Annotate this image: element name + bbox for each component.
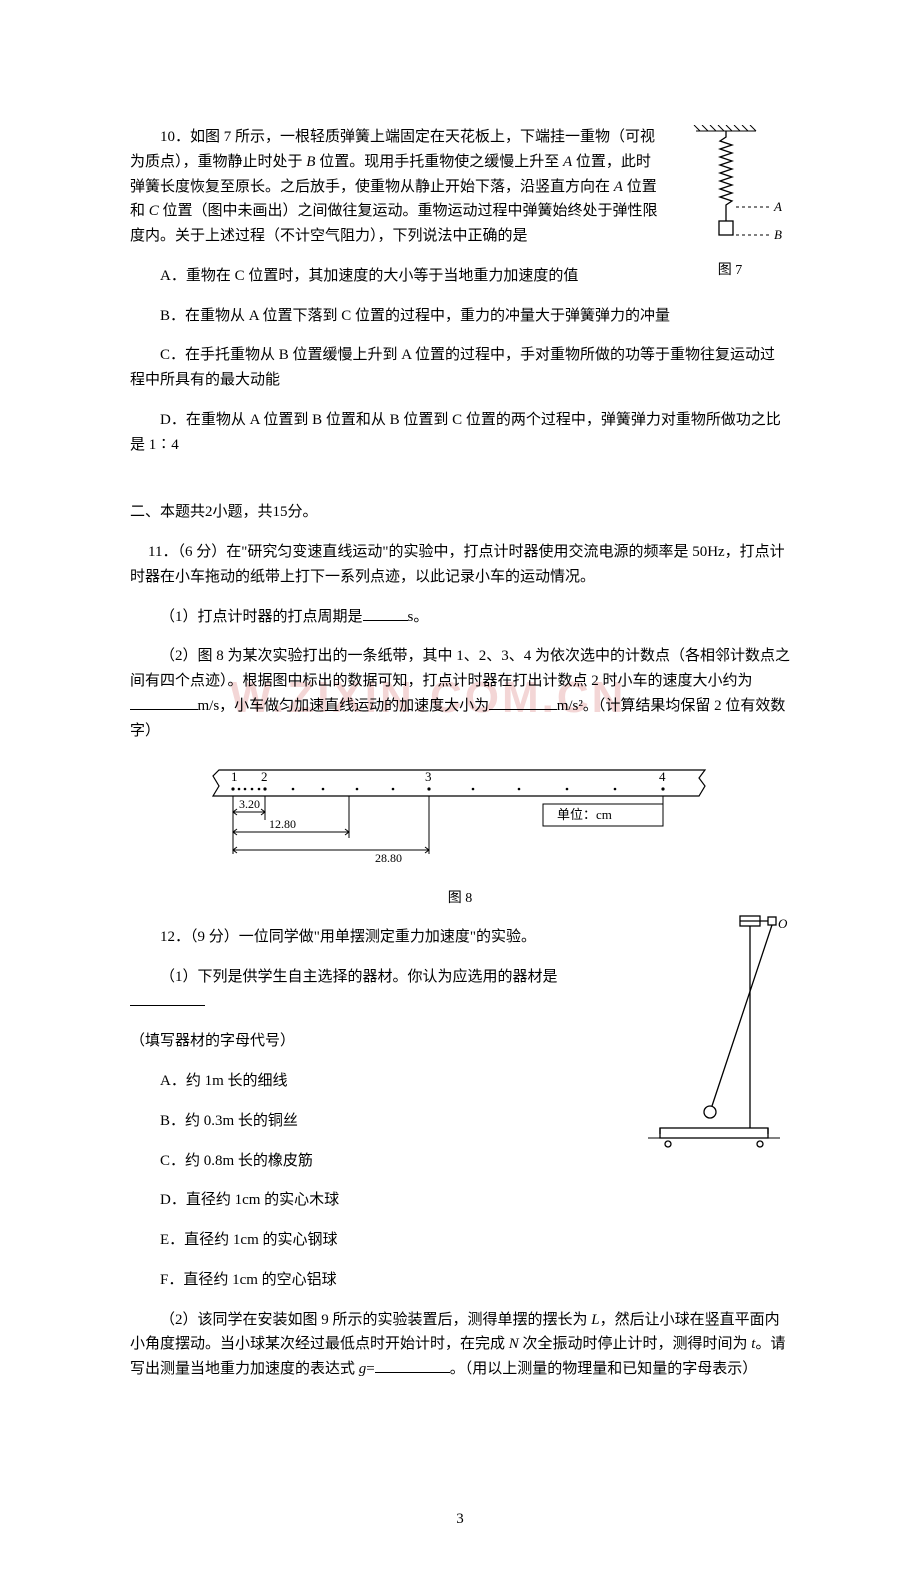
blank-accel — [489, 695, 557, 710]
q12-p2a: （2）该同学在安装如图 9 所示的实验装置后，测得单摆的摆长为 — [160, 1312, 591, 1328]
fig9-label-o: O — [778, 916, 788, 931]
q11-p1a: （1）打点计时器的打点周期是 — [160, 609, 363, 625]
q10-i-a: A — [563, 154, 572, 170]
q12-option-f: F．直径约 1cm 的空心铝球 — [130, 1268, 790, 1293]
q10-i-c: C — [149, 203, 159, 219]
q11-part2: （2）图 8 为某次实验打出的一条纸带，其中 1、2、3、4 为依次选中的计数点… — [130, 644, 790, 743]
tape-d14: 28.80 — [375, 851, 402, 865]
tape-mark-1: 1 — [231, 769, 238, 784]
q12-i-l: L — [591, 1312, 599, 1328]
q10-i-a2: A — [614, 179, 623, 195]
section-2-heading: 二、本题共2小题，共15分。 — [130, 500, 790, 525]
fig7-label-b: B — [774, 227, 782, 242]
page-number: 3 — [130, 1507, 790, 1532]
q12-i-g: g — [359, 1361, 367, 1377]
q12-p2f: 。（用以上测量的物理量和已知量的字母表示） — [450, 1361, 758, 1377]
q10-option-d: D．在重物从 A 位置到 B 位置和从 B 位置到 C 位置的两个过程中，弹簧弹… — [130, 408, 790, 458]
q10-text-2: 位置。现用手托重物使之缓慢上升至 — [315, 154, 563, 170]
q11-part1: （1）打点计时器的打点周期是 s。 — [130, 605, 790, 630]
tape-d13: 12.80 — [269, 817, 296, 831]
figure-7: A B 图 7 — [670, 125, 790, 282]
tape-mark-3: 3 — [425, 769, 432, 784]
q11-p2b: m/s，小车做匀加速直线运动的加速度大小为 — [198, 698, 490, 714]
q10-text-5: 位置（图中未画出）之间做往复运动。重物运动过程中弹簧始终处于弹性限度内。关于上述… — [130, 203, 658, 244]
q12-option-e: E．直径约 1cm 的实心钢球 — [130, 1228, 790, 1253]
q11-p2a: （2）图 8 为某次实验打出的一条纸带，其中 1、2、3、4 为依次选中的计数点… — [130, 648, 790, 689]
figure-8-caption: 图 8 — [205, 887, 715, 910]
q11-p1b: s。 — [408, 609, 429, 625]
q12-p1: （1）下列是供学生自主选择的器材。你认为应选用的器材是 — [160, 969, 558, 985]
tape-unit: 单位：cm — [557, 807, 612, 822]
q12-p2c: 次全振动时停止计时，测得时间为 — [519, 1336, 752, 1352]
q10-option-b: B．在重物从 A 位置下落到 C 位置的过程中，重力的冲量大于弹簧弹力的冲量 — [130, 304, 790, 329]
blank-equipment — [130, 991, 205, 1006]
figure-9: O — [640, 912, 790, 1161]
fig7-label-a: A — [773, 199, 782, 214]
blank-velocity — [130, 695, 198, 710]
tape-d12: 3.20 — [239, 797, 260, 811]
q12-option-d: D．直径约 1cm 的实心木球 — [130, 1188, 790, 1213]
tape-mark-2: 2 — [261, 769, 268, 784]
q10-option-c: C．在手托重物从 B 位置缓慢上升到 A 位置的过程中，手对重物所做的功等于重物… — [130, 343, 790, 393]
blank-g-expression — [375, 1359, 450, 1374]
tape-mark-4: 4 — [659, 769, 666, 784]
figure-8: 1 2 3 4 — [205, 758, 715, 910]
q12-i-n: N — [509, 1336, 519, 1352]
q12-part2: （2）该同学在安装如图 9 所示的实验装置后，测得单摆的摆长为 L，然后让小球在… — [130, 1308, 790, 1382]
figure-7-caption: 图 7 — [670, 259, 790, 282]
q12-p2e: = — [366, 1361, 374, 1377]
blank-period — [363, 606, 408, 621]
q11-stem: 11．（6 分）在"研究匀变速直线运动"的实验中，打点计时器使用交流电源的频率是… — [130, 540, 790, 590]
